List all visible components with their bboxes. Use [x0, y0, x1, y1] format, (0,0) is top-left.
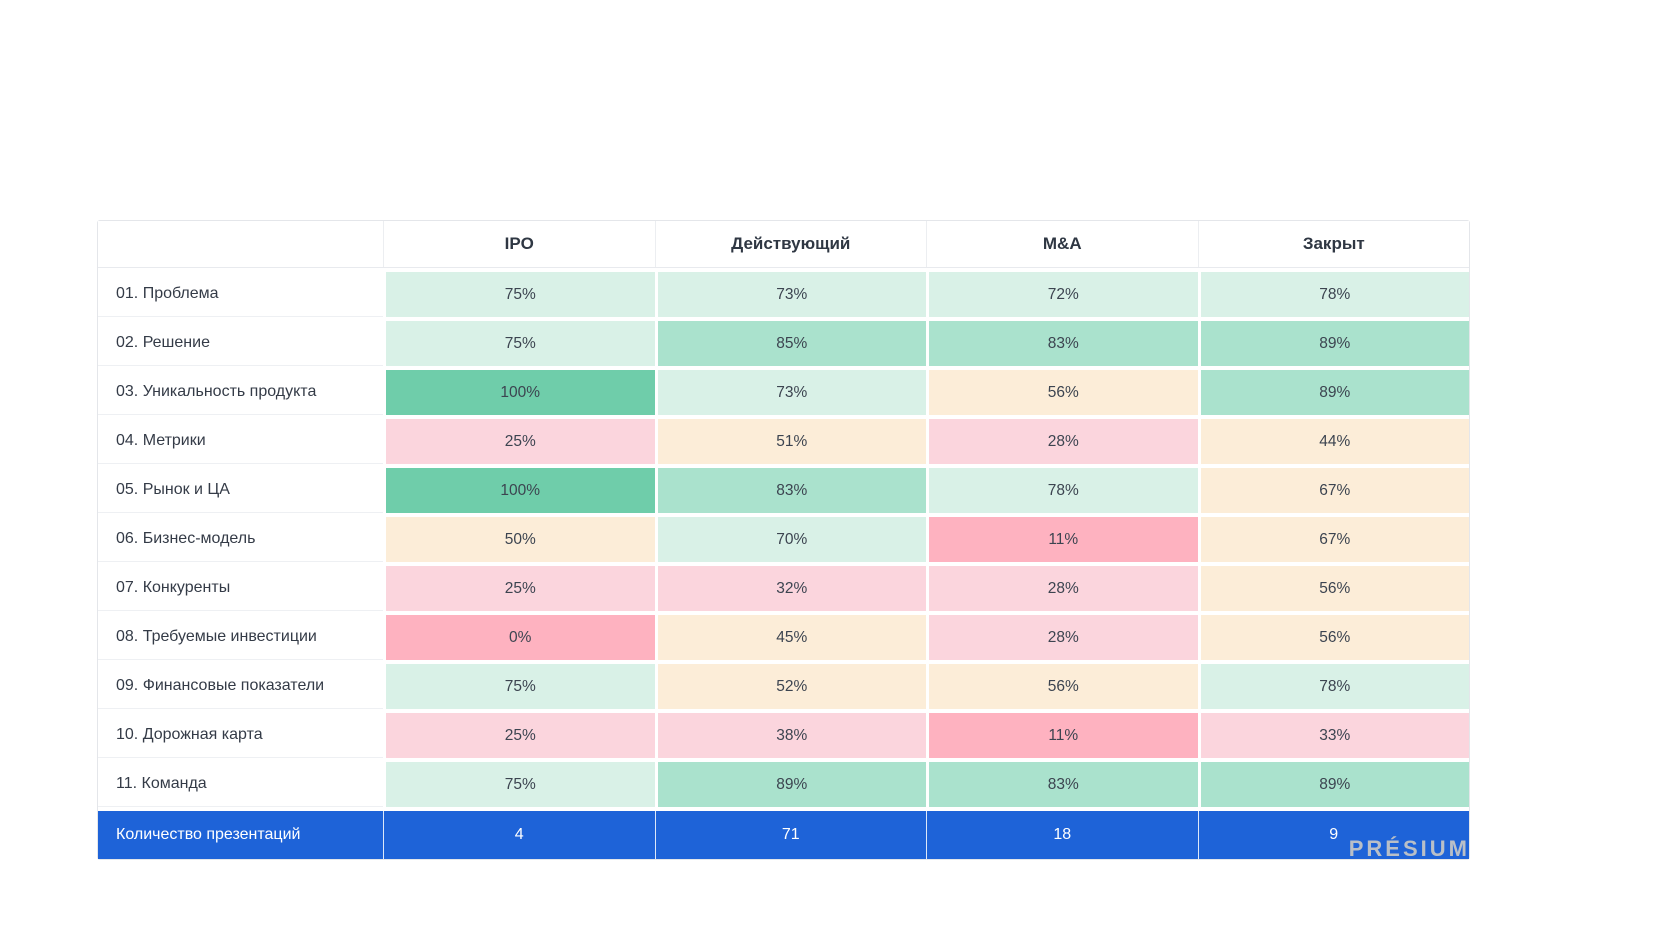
heat-cell: 73%: [657, 370, 926, 415]
footer-label: Количество презентаций: [116, 826, 301, 843]
heat-cell: 73%: [657, 272, 926, 317]
heat-cell: 85%: [657, 321, 926, 366]
heat-cell: 83%: [929, 762, 1198, 807]
heat-cell: 100%: [386, 468, 655, 513]
footer-count-closed: 9: [1197, 811, 1470, 859]
row-label: 01. Проблема: [98, 272, 383, 317]
heat-cell: 89%: [1200, 321, 1469, 366]
heat-cell: 83%: [657, 468, 926, 513]
column-header-active: Действующий: [654, 221, 927, 267]
heat-cell: 75%: [386, 664, 655, 709]
heat-cell: 75%: [386, 272, 655, 317]
heat-cell: 25%: [386, 713, 655, 758]
heat-cell: 67%: [1200, 517, 1469, 562]
heat-cell: 45%: [657, 615, 926, 660]
heat-cell: 25%: [386, 566, 655, 611]
heat-cell: 52%: [657, 664, 926, 709]
footer-count-active: 71: [654, 811, 927, 859]
heat-cell: 28%: [929, 419, 1198, 464]
row-label: 10. Дорожная карта: [98, 713, 383, 758]
heat-cell: 56%: [929, 664, 1198, 709]
row-label: 06. Бизнес-модель: [98, 517, 383, 562]
table-body: 01. Проблема 75% 73% 72% 78% 02. Решение…: [98, 268, 1469, 811]
pitch-sections-heatmap-table: IPO Действующий M&A Закрыт 01. Проблема …: [97, 220, 1470, 860]
footer-count-ipo: 4: [383, 811, 655, 859]
heat-cell: 56%: [1200, 615, 1469, 660]
column-header-closed: Закрыт: [1197, 221, 1470, 267]
heat-cell: 44%: [1200, 419, 1469, 464]
heat-cell: 51%: [657, 419, 926, 464]
column-header-ipo: IPO: [383, 221, 655, 267]
table-header-row: IPO Действующий M&A Закрыт: [98, 221, 1469, 268]
heat-cell: 89%: [1200, 762, 1469, 807]
heat-cell: 25%: [386, 419, 655, 464]
heat-cell: 89%: [657, 762, 926, 807]
heat-cell: 32%: [657, 566, 926, 611]
heat-cell: 78%: [1200, 664, 1469, 709]
heat-cell: 28%: [929, 566, 1198, 611]
heat-cell: 72%: [929, 272, 1198, 317]
table-footer-row: Количество презентаций 4 71 18 9: [98, 811, 1469, 859]
heat-cell: 0%: [386, 615, 655, 660]
column-header-empty: [98, 221, 383, 267]
row-label: 09. Финансовые показатели: [98, 664, 383, 709]
heat-cell: 78%: [929, 468, 1198, 513]
heat-cell: 89%: [1200, 370, 1469, 415]
column-header-ma: M&A: [926, 221, 1198, 267]
row-label: 03. Уникальность продукта: [98, 370, 383, 415]
heat-cell: 28%: [929, 615, 1198, 660]
heat-cell: 56%: [929, 370, 1198, 415]
heat-cell: 100%: [386, 370, 655, 415]
heat-cell: 70%: [657, 517, 926, 562]
heat-cell: 38%: [657, 713, 926, 758]
heat-cell: 78%: [1200, 272, 1469, 317]
heat-cell: 50%: [386, 517, 655, 562]
heat-cell: 67%: [1200, 468, 1469, 513]
row-label: 08. Требуемые инвестиции: [98, 615, 383, 660]
heat-cell: 83%: [929, 321, 1198, 366]
row-label: 02. Решение: [98, 321, 383, 366]
footer-count-ma: 18: [926, 811, 1198, 859]
heat-cell: 33%: [1200, 713, 1469, 758]
row-label: 04. Метрики: [98, 419, 383, 464]
heat-cell: 75%: [386, 762, 655, 807]
heat-cell: 11%: [929, 517, 1198, 562]
presium-logo: PRÉSIUM: [1348, 836, 1470, 861]
row-label: 11. Команда: [98, 762, 383, 807]
heat-cell: 75%: [386, 321, 655, 366]
row-label: 07. Конкуренты: [98, 566, 383, 611]
row-label: 05. Рынок и ЦА: [98, 468, 383, 513]
heat-cell: 56%: [1200, 566, 1469, 611]
heat-cell: 11%: [929, 713, 1198, 758]
